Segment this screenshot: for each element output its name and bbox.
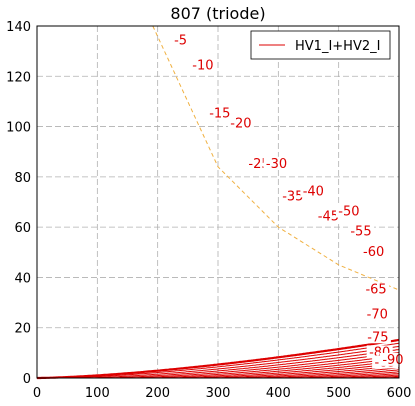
x-tick-label: 600	[387, 386, 412, 401]
curve-label-bg	[227, 116, 254, 130]
curve-label-bg	[364, 307, 391, 321]
x-tick-label: 300	[206, 386, 231, 401]
curve-label: -5	[174, 34, 187, 49]
curve-label: -90	[382, 353, 403, 368]
y-tick-label: 20	[14, 322, 31, 337]
plate-curve	[37, 338, 400, 380]
y-tick-label: 140	[6, 20, 31, 35]
curve-label: -15	[209, 107, 230, 122]
curve-label: -40	[303, 184, 324, 199]
curve-label: -60	[363, 245, 384, 260]
curve-label: -45	[318, 210, 339, 225]
curve-labels: -5-10-15-20-25-30-35 -40-45 -50-55-60-65-7…	[171, 33, 406, 370]
curve-label: -50	[338, 205, 359, 220]
axis-ticks: 0 100 200 300 400 500 600 0 20 40 60 80 100 120 140	[6, 20, 411, 401]
y-tick-label: 100	[6, 121, 31, 136]
curve-label: -75	[367, 330, 388, 345]
curve-label: -20	[230, 117, 251, 132]
x-tick-label: 200	[145, 386, 170, 401]
curve-label-bg	[335, 204, 362, 218]
curve-label-bg	[189, 58, 216, 72]
curve-label: -55	[350, 225, 371, 240]
y-tick-label: 120	[6, 70, 31, 85]
curve-label-bg	[300, 184, 327, 198]
load-line	[152, 25, 400, 291]
curve-label-bg	[206, 106, 233, 120]
curve-label: -30	[266, 157, 287, 172]
curve-label-bg	[279, 189, 306, 203]
legend: HV1_I+HV2_I	[250, 30, 391, 60]
x-tick-label: 100	[85, 386, 110, 401]
curve-label: -35	[282, 189, 303, 204]
x-tick-label: 500	[326, 386, 351, 401]
chart-title: 807 (triode)	[170, 4, 265, 23]
load-line-path	[152, 25, 400, 291]
y-tick-label: 80	[14, 171, 31, 186]
legend-entry: HV1_I+HV2_I	[295, 39, 380, 54]
curve-label-bg	[363, 282, 390, 296]
curve-label: -65	[365, 283, 386, 298]
curve-label: -10	[192, 59, 213, 74]
curve-label-bg	[171, 33, 190, 47]
plate-curve	[37, 342, 400, 379]
x-tick-label: 0	[33, 386, 41, 401]
plot-frame	[36, 25, 400, 379]
curve-label-bg	[315, 209, 342, 223]
curve-label-bg	[364, 330, 391, 344]
y-tick-label: 0	[23, 372, 31, 387]
curve-label-bg	[263, 156, 290, 170]
curve-label-bg	[360, 244, 387, 258]
curve-label: -70	[367, 308, 388, 323]
grid	[37, 26, 399, 378]
curve-label-bg	[347, 224, 374, 238]
y-tick-label: 40	[14, 271, 31, 286]
x-tick-label: 400	[266, 386, 291, 401]
y-tick-label: 60	[14, 221, 31, 236]
